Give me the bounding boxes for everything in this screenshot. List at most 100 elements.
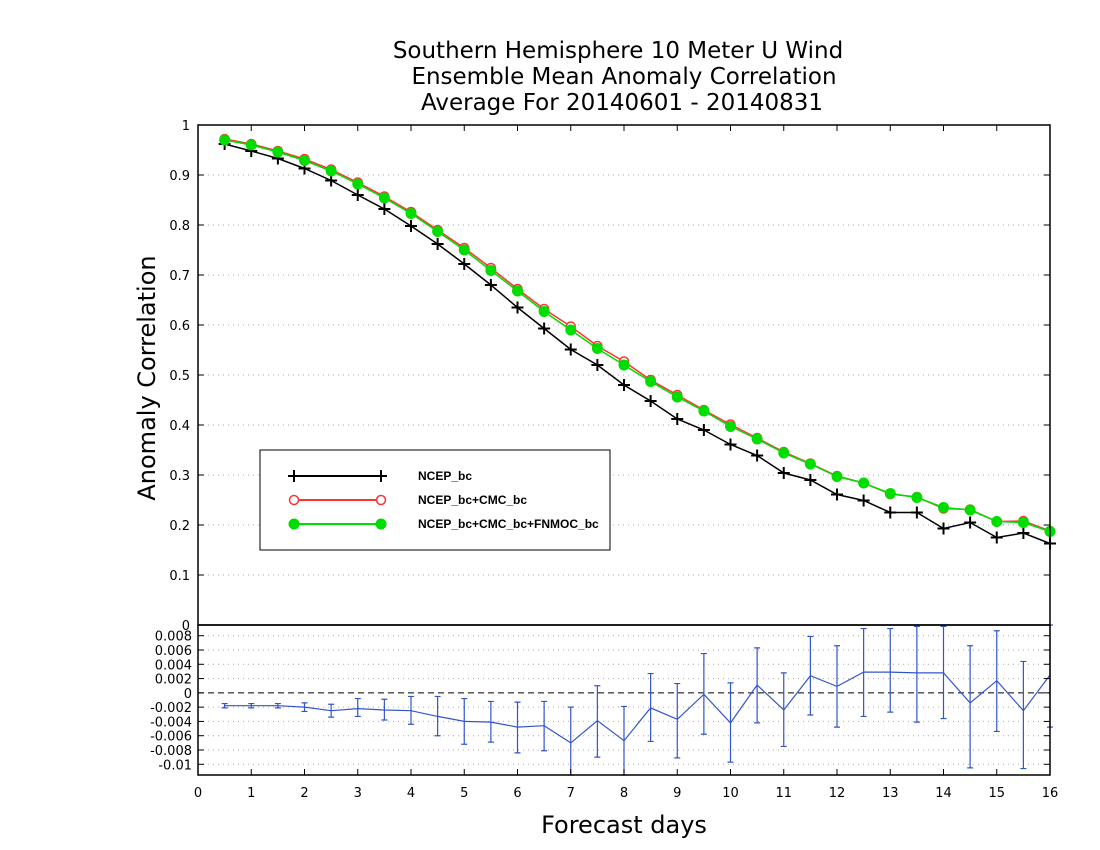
series-0-point-10 <box>484 279 497 291</box>
series-0-point-15 <box>618 379 630 391</box>
legend-marker-0-1 <box>375 470 387 482</box>
series-2-point-17 <box>671 391 683 403</box>
y-tick-label-2: 0.2 <box>169 519 190 534</box>
x-axis-label: Forecast days <box>541 811 707 839</box>
series-2-point-9 <box>458 244 470 256</box>
series-0-point-27 <box>937 522 950 535</box>
diff-y-tick-label-3: 0.002 <box>155 673 192 688</box>
series-2-point-0 <box>219 134 231 146</box>
y-tick-label-9: 0.9 <box>169 169 190 184</box>
x-tick-label-0: 0 <box>194 786 202 801</box>
series-0-point-17 <box>671 413 684 425</box>
legend-marker-0-0 <box>288 470 300 482</box>
legend: NCEP_bc NCEP_bc+CMC_bc NCEP_bc+CMC_bc+FNMO… <box>259 449 611 551</box>
difference-series-layer <box>221 624 1053 776</box>
x-tick-labels: 0 1 2 3 4 5 6 7 8 9 10 11 12 13 14 15 16 <box>194 125 1058 801</box>
diff-y-tick-label-2: 0.004 <box>155 658 192 673</box>
series-0-point-20 <box>751 449 764 462</box>
x-tick-label-13: 13 <box>882 786 899 801</box>
series-2-point-2 <box>272 146 284 158</box>
series-0-point-12 <box>538 322 551 335</box>
series-2-point-26 <box>911 492 923 503</box>
series-2-point-15 <box>618 359 630 371</box>
legend-marker-1-1 <box>375 494 387 506</box>
series-2-point-21 <box>778 447 790 459</box>
legend-label-1: NCEP_bc+CMC_bc <box>418 493 527 507</box>
series-2-point-16 <box>645 376 657 387</box>
series-0-point-14 <box>591 359 604 371</box>
x-tick-label-10: 10 <box>722 786 739 801</box>
x-tick-label-7: 7 <box>567 786 575 801</box>
x-tick-label-9: 9 <box>673 786 681 801</box>
series-2-point-25 <box>884 488 896 499</box>
diff-y-tick-label-0: 0.008 <box>155 630 192 645</box>
series-2-point-12 <box>538 306 550 317</box>
series-2-point-10 <box>485 265 497 276</box>
series-2-point-13 <box>565 324 577 336</box>
error-bar-17 <box>674 682 681 759</box>
x-tick-label-5: 5 <box>460 786 468 801</box>
x-tick-label-4: 4 <box>407 786 415 801</box>
series-0-point-24 <box>857 494 870 507</box>
series-2-point-11 <box>512 285 523 297</box>
series-2-point-19 <box>725 421 736 432</box>
series-0-point-6 <box>378 203 391 215</box>
y-tick-label-4: 0.4 <box>169 419 190 434</box>
y-tick-label-10: 1 <box>182 119 190 134</box>
series-2-point-6 <box>378 192 390 204</box>
series-2-point-22 <box>804 458 816 470</box>
error-bar-28 <box>967 645 974 769</box>
series-0-point-5 <box>351 189 364 201</box>
series-0-point-16 <box>644 395 657 407</box>
x-tick-label-3: 3 <box>354 786 362 801</box>
y-tick-label-5: 0.5 <box>169 369 190 384</box>
series-2-point-20 <box>751 433 763 445</box>
x-tick-label-12: 12 <box>829 786 846 801</box>
legend-marker-1-0 <box>288 494 300 506</box>
series-0-point-8 <box>431 238 444 250</box>
series-0-point-23 <box>831 488 843 501</box>
series-0-point-30 <box>1017 527 1030 539</box>
series-2-point-23 <box>831 471 843 482</box>
title-line-2: Ensemble Mean Anomaly Correlation <box>411 64 836 90</box>
series-2-point-28 <box>964 504 976 516</box>
error-bar-25 <box>887 627 894 713</box>
error-bar-30 <box>1020 660 1027 770</box>
legend-marker-2-1 <box>375 518 387 530</box>
series-0-point-22 <box>804 474 817 486</box>
error-bar-5 <box>354 697 361 718</box>
main-series-layer <box>218 133 1056 550</box>
error-bar-26 <box>913 625 920 723</box>
diff-y-tick-label-4: 0 <box>184 687 192 702</box>
series-0-point-25 <box>884 506 897 519</box>
y-tick-label-7: 0.7 <box>169 269 190 284</box>
series-0-point-7 <box>405 220 417 232</box>
difference-line <box>224 671 1051 744</box>
y-tick-label-1: 0.1 <box>169 569 190 584</box>
y-axis-label: Anomaly Correlation <box>133 255 161 500</box>
legend-marker-2-0 <box>288 518 300 530</box>
x-tick-label-16: 16 <box>1042 786 1059 801</box>
series-2-point-29 <box>991 516 1003 527</box>
series-2-point-24 <box>858 477 870 489</box>
x-tick-label-14: 14 <box>935 786 952 801</box>
series-2-point-7 <box>405 208 417 219</box>
y-tick-label-3: 0.3 <box>169 469 190 484</box>
y-tick-label-0: 0 <box>182 619 190 634</box>
chart-title: Southern Hemisphere 10 Meter U Wind Ense… <box>393 38 843 116</box>
diff-y-tick-label-7: -0.006 <box>150 730 192 745</box>
series-2-point-1 <box>245 139 257 151</box>
series-0-point-11 <box>511 301 524 314</box>
legend-label-2: NCEP_bc+CMC_bc+FNMOC_bc <box>418 517 599 531</box>
series-2-point-4 <box>325 165 337 177</box>
diff-y-tick-label-1: 0.006 <box>155 644 192 659</box>
title-line-1: Southern Hemisphere 10 Meter U Wind <box>393 38 843 64</box>
series-0-point-13 <box>564 343 577 356</box>
x-tick-label-6: 6 <box>513 786 521 801</box>
x-tick-label-1: 1 <box>247 786 255 801</box>
x-tick-label-8: 8 <box>620 786 628 801</box>
y-tick-label-8: 0.8 <box>169 219 190 234</box>
series-2-point-30 <box>1017 517 1029 528</box>
series-2-point-18 <box>698 405 710 417</box>
